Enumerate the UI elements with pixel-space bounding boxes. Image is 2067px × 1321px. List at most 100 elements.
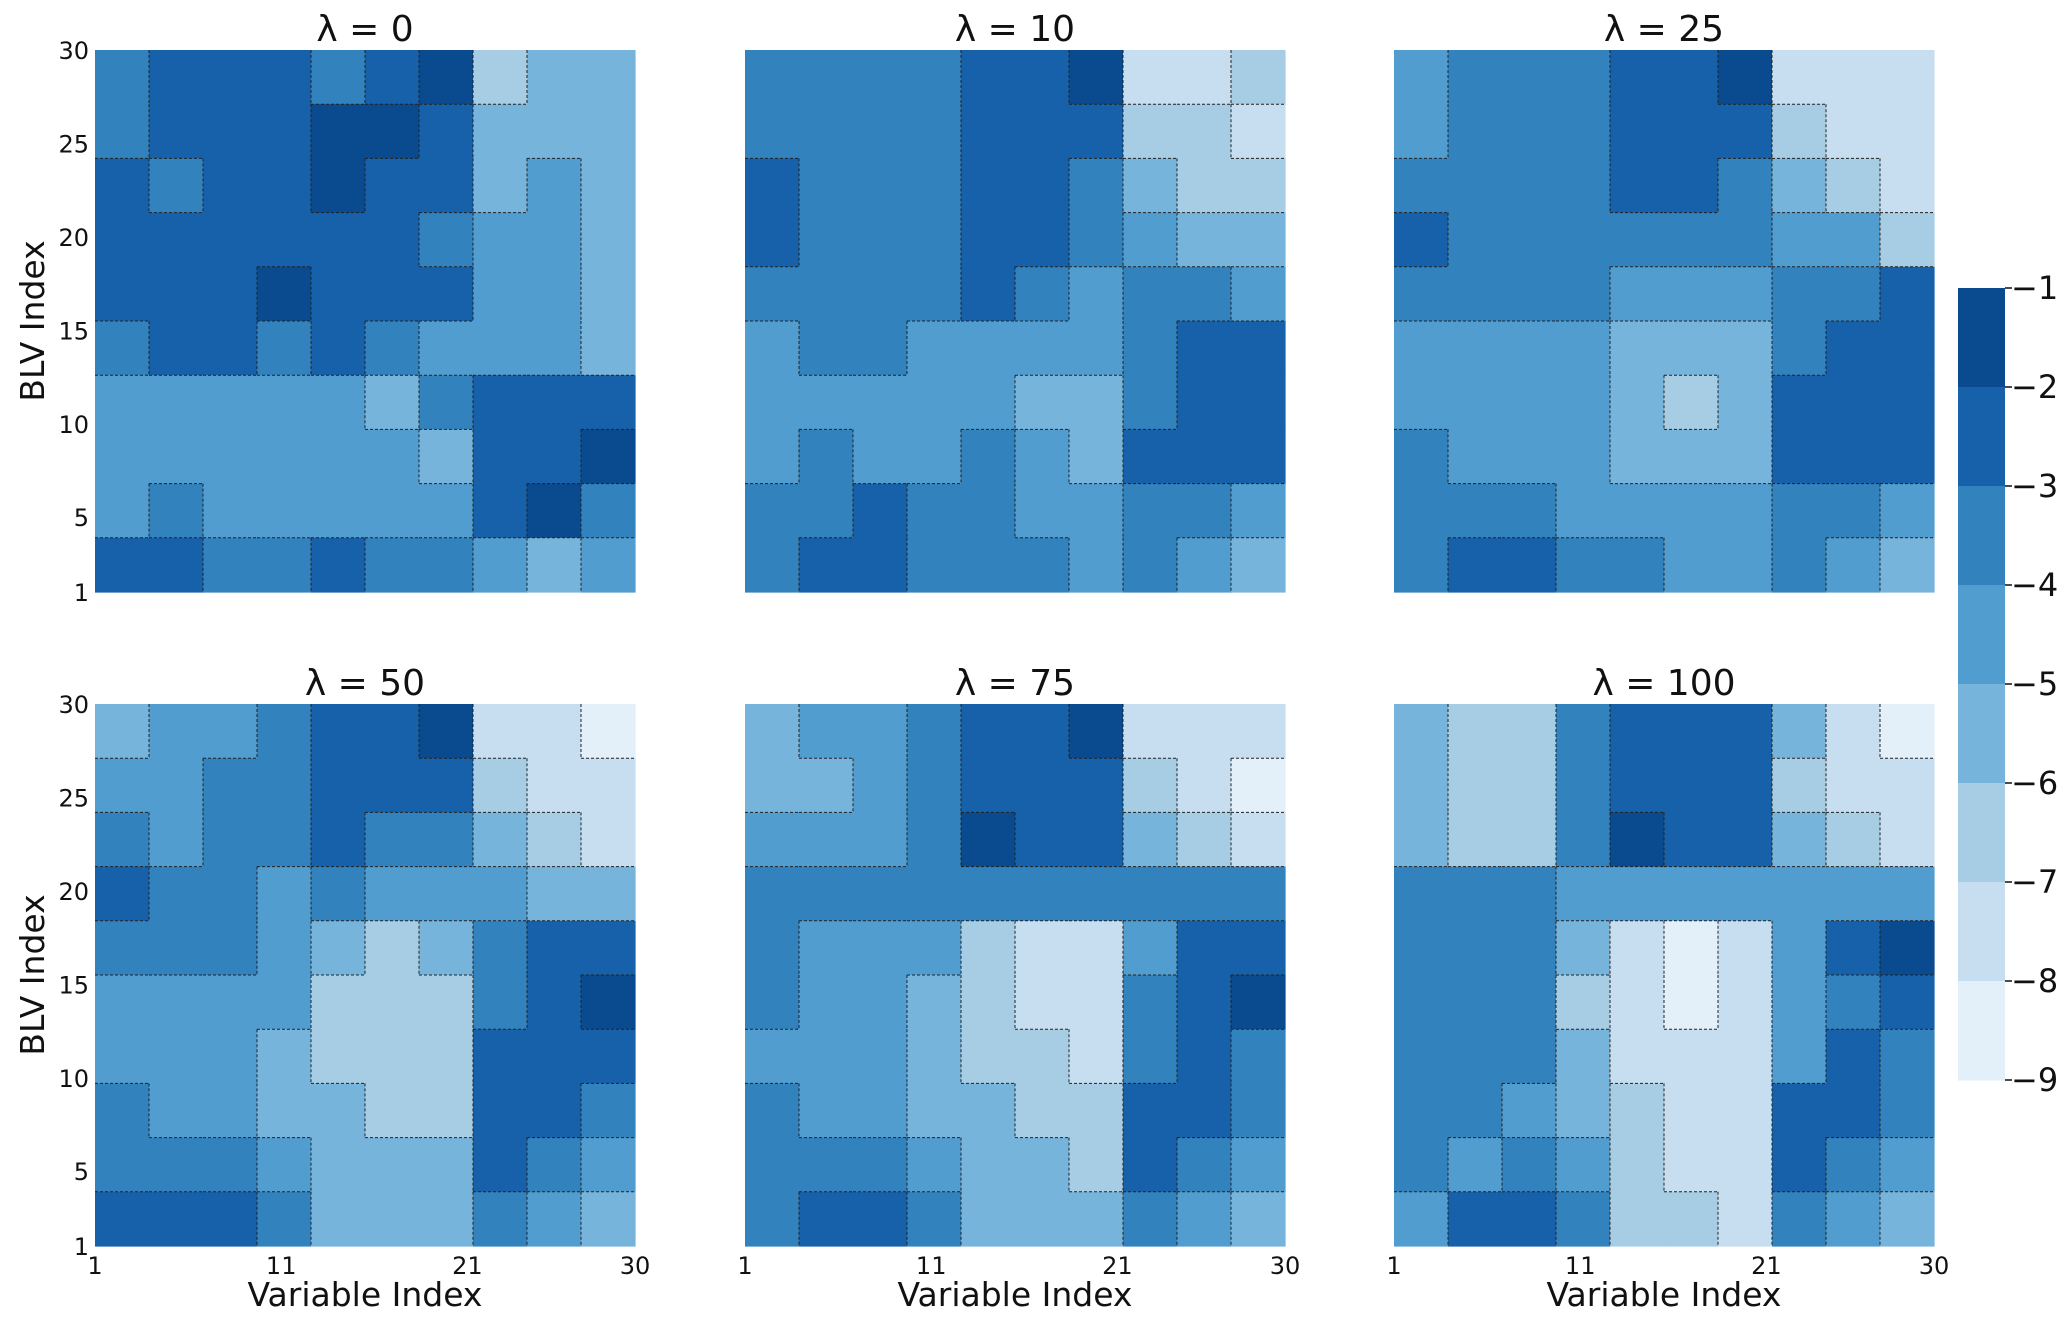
contour-cell xyxy=(799,704,854,759)
contour-cell xyxy=(365,1029,420,1084)
contour-cell xyxy=(1718,50,1773,105)
contour-cell xyxy=(745,321,800,376)
contour-cell xyxy=(799,812,854,868)
contour-cell xyxy=(799,266,854,322)
contour-cell xyxy=(1015,812,1070,868)
contour-cell xyxy=(365,375,420,430)
contour-cell xyxy=(311,537,366,593)
contour-cell xyxy=(149,266,204,322)
panel-title: λ = 100 xyxy=(1592,663,1735,704)
contour-cell xyxy=(1231,1137,1286,1193)
contour-cell xyxy=(1880,483,1935,539)
contour-cell xyxy=(1448,920,1503,976)
contour-cell xyxy=(799,429,854,485)
colorbar-segment xyxy=(1958,684,2005,784)
contour-cell xyxy=(853,104,908,159)
contour-cell xyxy=(1123,321,1178,376)
contour-cell xyxy=(527,266,582,322)
contour-cell xyxy=(311,429,366,485)
contour-cell xyxy=(473,920,528,976)
contour-cell xyxy=(1826,266,1881,322)
contour-cell xyxy=(257,866,312,922)
contour-cell xyxy=(1664,483,1719,539)
contour-cell xyxy=(203,1083,258,1139)
contour-cell xyxy=(1069,321,1124,376)
y-tick-label: 25 xyxy=(58,784,89,812)
contour-cell xyxy=(1123,1083,1178,1139)
contour-cell xyxy=(581,212,636,268)
colorbar-tick-label: −3 xyxy=(2011,467,2058,505)
contour-cell xyxy=(527,104,582,159)
contour-cell xyxy=(1718,866,1773,922)
contour-cell xyxy=(853,266,908,322)
contour-cell xyxy=(745,104,800,159)
contour-cell xyxy=(745,920,800,976)
contour-cell xyxy=(853,429,908,485)
contour-cell xyxy=(257,321,312,376)
contour-cell xyxy=(1394,1137,1449,1193)
contour-cell xyxy=(853,483,908,539)
contour-cell xyxy=(1177,429,1232,485)
contour-cell xyxy=(1448,212,1503,268)
colorbar-tick-label: −5 xyxy=(2011,665,2058,703)
contour-cell xyxy=(1880,1137,1935,1193)
contour-cell xyxy=(365,266,420,322)
contour-cell xyxy=(1718,104,1773,159)
contour-cell xyxy=(1610,429,1665,485)
contour-cell xyxy=(745,1083,800,1139)
contour-cell xyxy=(907,212,962,268)
contour-cell xyxy=(365,704,420,759)
contour-cell xyxy=(1231,1191,1286,1247)
contour-cell xyxy=(1394,812,1449,868)
contour-cell xyxy=(1448,1029,1503,1084)
contour-cell xyxy=(1177,537,1232,593)
contour-cell xyxy=(1664,812,1719,868)
contour-cell xyxy=(203,158,258,214)
contour-cell xyxy=(1772,321,1827,376)
contour-cell xyxy=(365,866,420,922)
contour-cell xyxy=(419,758,474,813)
contour-cell xyxy=(799,483,854,539)
contour-cell xyxy=(1610,483,1665,539)
contour-cell xyxy=(907,758,962,813)
contour-cell xyxy=(961,1137,1016,1193)
contour-cell xyxy=(581,1191,636,1247)
contour-cell xyxy=(95,1083,150,1139)
contour-cell xyxy=(1177,50,1232,105)
contour-cell xyxy=(1015,704,1070,759)
contour-cell xyxy=(1502,158,1557,214)
contour-cell xyxy=(419,812,474,868)
contour-cell xyxy=(527,920,582,976)
contour-cell xyxy=(1177,758,1232,813)
contour-cell xyxy=(1772,104,1827,159)
contour-cell xyxy=(1772,1137,1827,1193)
contour-cell xyxy=(1826,866,1881,922)
contour-cell xyxy=(961,1083,1016,1139)
contour-cell xyxy=(1177,1029,1232,1084)
contour-cell xyxy=(1664,920,1719,976)
contour-cell xyxy=(149,866,204,922)
contour-cell xyxy=(419,429,474,485)
contour-cell xyxy=(95,104,150,159)
contour-cell xyxy=(1718,212,1773,268)
contour-cell xyxy=(1772,483,1827,539)
contour-cell xyxy=(1502,212,1557,268)
contour-cell xyxy=(799,1137,854,1193)
y-tick-label: 25 xyxy=(58,130,89,158)
contour-cell xyxy=(1772,1083,1827,1139)
contour-cell xyxy=(311,104,366,159)
contour-cell xyxy=(1772,812,1827,868)
x-tick-label: 1 xyxy=(737,1252,752,1280)
contour-cell xyxy=(1231,50,1286,105)
contour-cell xyxy=(1556,758,1611,813)
contour-cell xyxy=(257,920,312,976)
contour-cell xyxy=(1664,158,1719,214)
contour-cell xyxy=(419,1029,474,1084)
contour-cell xyxy=(1448,537,1503,593)
contour-cell xyxy=(1231,375,1286,430)
contour-cell xyxy=(1069,212,1124,268)
contour-cell xyxy=(1394,1029,1449,1084)
contour-cell xyxy=(1015,1083,1070,1139)
contour-cell xyxy=(799,1029,854,1084)
